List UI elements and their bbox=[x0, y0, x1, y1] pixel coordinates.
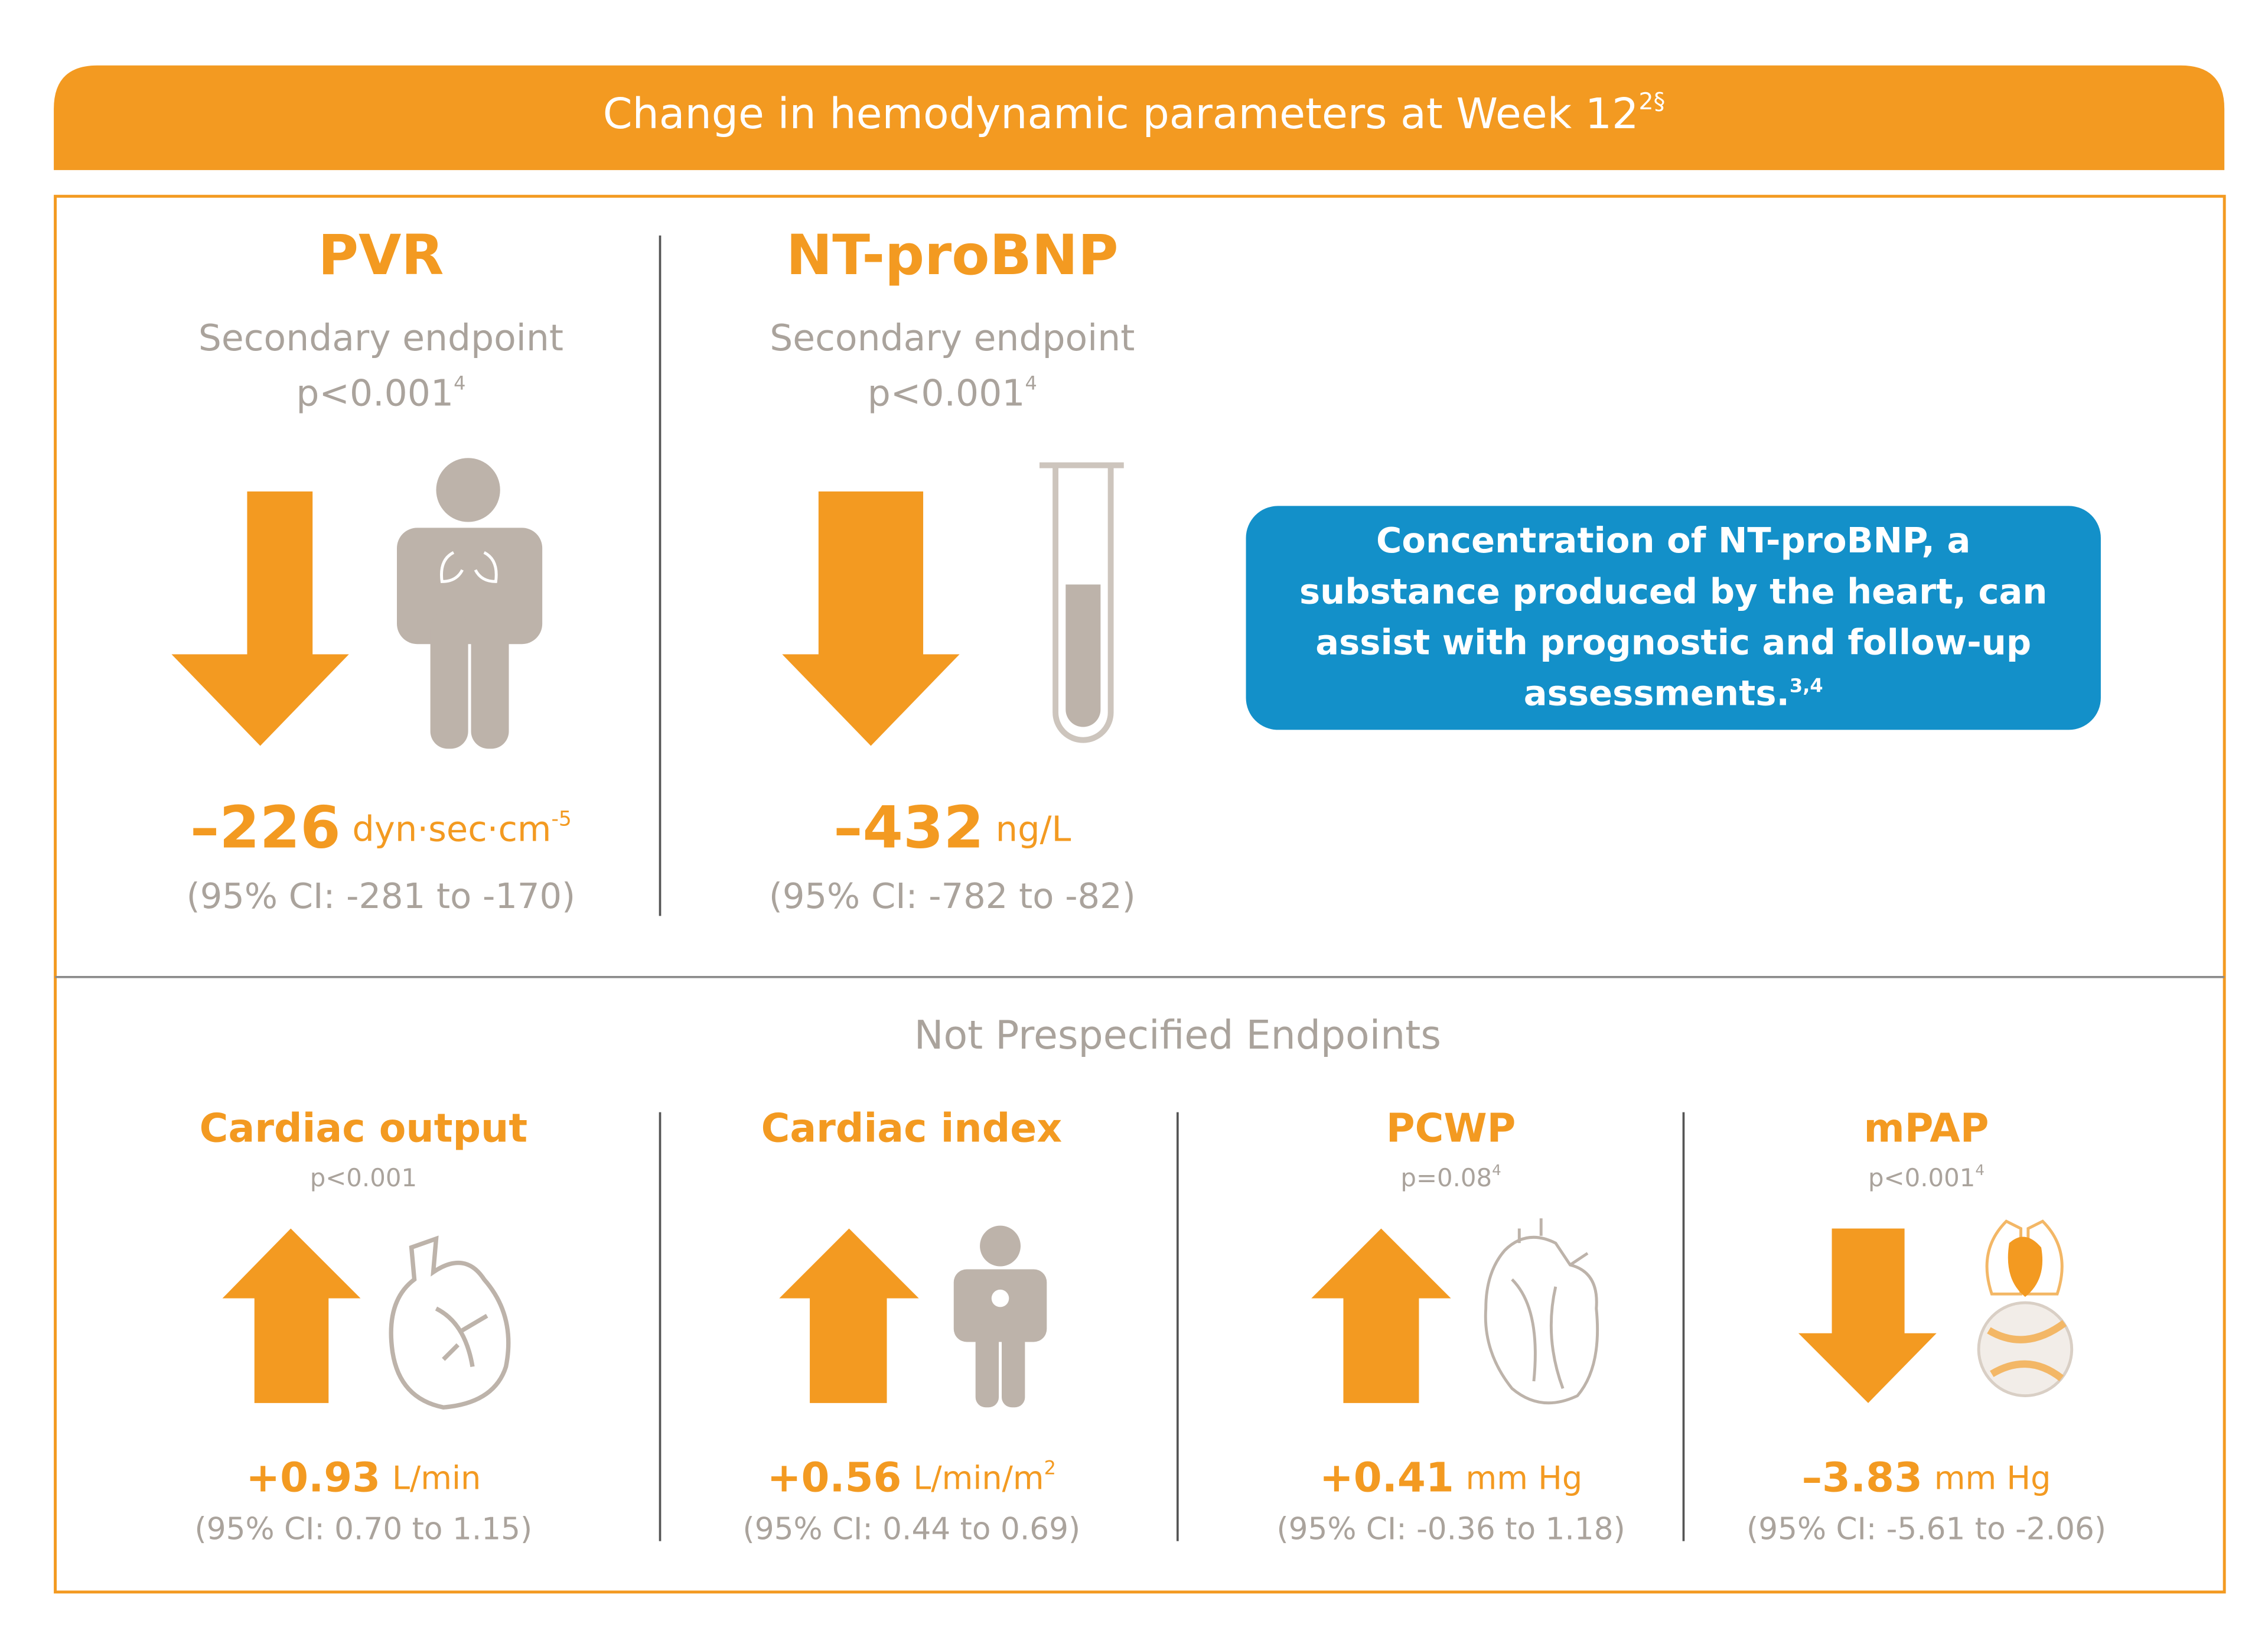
p-value: p=0.084 bbox=[1400, 1161, 1501, 1192]
name: mPAP bbox=[1864, 1105, 1989, 1151]
callout: Concentration of NT-proBNP, a substance … bbox=[1246, 506, 2101, 730]
result: –432 ng/L bbox=[833, 795, 1071, 862]
p: p<0.001 bbox=[296, 372, 454, 414]
confidence-interval: (95% CI: -782 to -82) bbox=[769, 876, 1136, 916]
name: NT-proBNP bbox=[786, 223, 1119, 288]
unit: ng/L bbox=[996, 809, 1071, 850]
result: +0.41 mm Hg bbox=[1319, 1454, 1582, 1501]
p: p<0.001 bbox=[1868, 1163, 1975, 1192]
value: –226 bbox=[190, 795, 341, 862]
endpoint-title: Cardiac output bbox=[200, 1105, 527, 1151]
panel-title: NT-proBNP bbox=[786, 223, 1119, 288]
value: –3.83 bbox=[1802, 1454, 1922, 1501]
arrow-up bbox=[222, 1228, 361, 1403]
name: Cardiac output bbox=[200, 1105, 527, 1151]
arrow-down bbox=[1798, 1228, 1937, 1403]
unit: mm Hg bbox=[1465, 1459, 1582, 1496]
ci: (95% CI: -0.36 to 1.18) bbox=[1276, 1511, 1625, 1547]
unit: dyn·sec·cm bbox=[352, 809, 551, 850]
arrow-down bbox=[171, 491, 349, 746]
name: Cardiac index bbox=[761, 1105, 1063, 1151]
unit: mm Hg bbox=[1934, 1459, 2051, 1496]
header-bar bbox=[54, 65, 2225, 170]
endpoint-title: mPAP bbox=[1864, 1105, 1989, 1151]
callout-ref: 3,4 bbox=[1789, 675, 1823, 698]
value: +0.41 bbox=[1319, 1454, 1454, 1501]
person-icon bbox=[397, 458, 543, 749]
value: +0.93 bbox=[246, 1454, 380, 1501]
p-ref: 4 bbox=[454, 372, 465, 394]
heart-icon bbox=[389, 1235, 511, 1410]
panel-title: PVR bbox=[318, 223, 444, 288]
title-ref: 2§ bbox=[1639, 87, 1666, 115]
confidence-interval: (95% CI: -5.61 to -2.06) bbox=[1746, 1511, 2106, 1547]
p: p=0.08 bbox=[1400, 1163, 1492, 1192]
person-icon bbox=[953, 1225, 1047, 1408]
value: –432 bbox=[833, 795, 984, 862]
arrow-down bbox=[782, 491, 960, 746]
ci: (95% CI: -782 to -82) bbox=[769, 876, 1136, 916]
frame bbox=[54, 194, 2226, 1594]
p-ref: 4 bbox=[1025, 372, 1037, 394]
unit: L/min bbox=[392, 1459, 481, 1496]
arrow-up bbox=[779, 1228, 919, 1403]
p-value: p<0.001 bbox=[310, 1163, 417, 1192]
name: PCWP bbox=[1386, 1105, 1516, 1151]
endpoint-title: Cardiac index bbox=[761, 1105, 1063, 1151]
ci: (95% CI: 0.70 to 1.15) bbox=[195, 1511, 533, 1547]
result: +0.93 L/min bbox=[246, 1454, 481, 1501]
p-ref: 4 bbox=[1492, 1161, 1501, 1178]
p: p<0.001 bbox=[868, 372, 1025, 414]
p: p<0.001 bbox=[310, 1163, 417, 1192]
result: –3.83 mm Hg bbox=[1802, 1454, 2051, 1501]
result: +0.56 L/min/m2 bbox=[767, 1454, 1056, 1501]
p-ref: 4 bbox=[1975, 1161, 1984, 1178]
arrow-up bbox=[1311, 1228, 1451, 1403]
value: +0.56 bbox=[767, 1454, 902, 1501]
ci: (95% CI: 0.44 to 0.69) bbox=[743, 1511, 1081, 1547]
test-tube-icon bbox=[1040, 462, 1124, 743]
callout-text: Concentration of NT-proBNP, a substance … bbox=[1246, 506, 2101, 730]
p-value: p<0.0014 bbox=[296, 372, 465, 414]
section-heading: Not Prespecified Endpoints bbox=[914, 1012, 1441, 1058]
name: PVR bbox=[318, 223, 444, 288]
confidence-interval: (95% CI: -0.36 to 1.18) bbox=[1276, 1511, 1625, 1547]
p-value: p<0.0014 bbox=[868, 372, 1037, 414]
lungs-icon bbox=[1977, 1219, 2074, 1398]
subtitle: Secondary endpoint bbox=[198, 317, 563, 359]
confidence-interval: (95% CI: -281 to -170) bbox=[187, 876, 575, 916]
confidence-interval: (95% CI: 0.44 to 0.69) bbox=[743, 1511, 1081, 1547]
heart-icon bbox=[1484, 1218, 1599, 1405]
title: Change in hemodynamic parameters at Week… bbox=[603, 89, 1639, 138]
unit: L/min/m bbox=[913, 1459, 1044, 1496]
p-value: p<0.0014 bbox=[1868, 1161, 1984, 1192]
unit-ref: 2 bbox=[1044, 1456, 1056, 1479]
header-title: Change in hemodynamic parameters at Week… bbox=[603, 87, 1666, 138]
callout-body: Concentration of NT-proBNP, a substance … bbox=[1299, 521, 2048, 714]
heading: Not Prespecified Endpoints bbox=[914, 1012, 1441, 1058]
confidence-interval: (95% CI: 0.70 to 1.15) bbox=[195, 1511, 533, 1547]
callout-box bbox=[1246, 506, 2101, 730]
subtitle: Secondary endpoint bbox=[198, 317, 563, 359]
endpoint-title: PCWP bbox=[1386, 1105, 1516, 1151]
unit-ref: -5 bbox=[551, 807, 571, 831]
subtitle: Secondary endpoint bbox=[770, 317, 1135, 359]
ci: (95% CI: -281 to -170) bbox=[187, 876, 575, 916]
subtitle: Secondary endpoint bbox=[770, 317, 1135, 359]
result: –226 dyn·sec·cm-5 bbox=[190, 795, 572, 862]
ci: (95% CI: -5.61 to -2.06) bbox=[1746, 1511, 2106, 1547]
